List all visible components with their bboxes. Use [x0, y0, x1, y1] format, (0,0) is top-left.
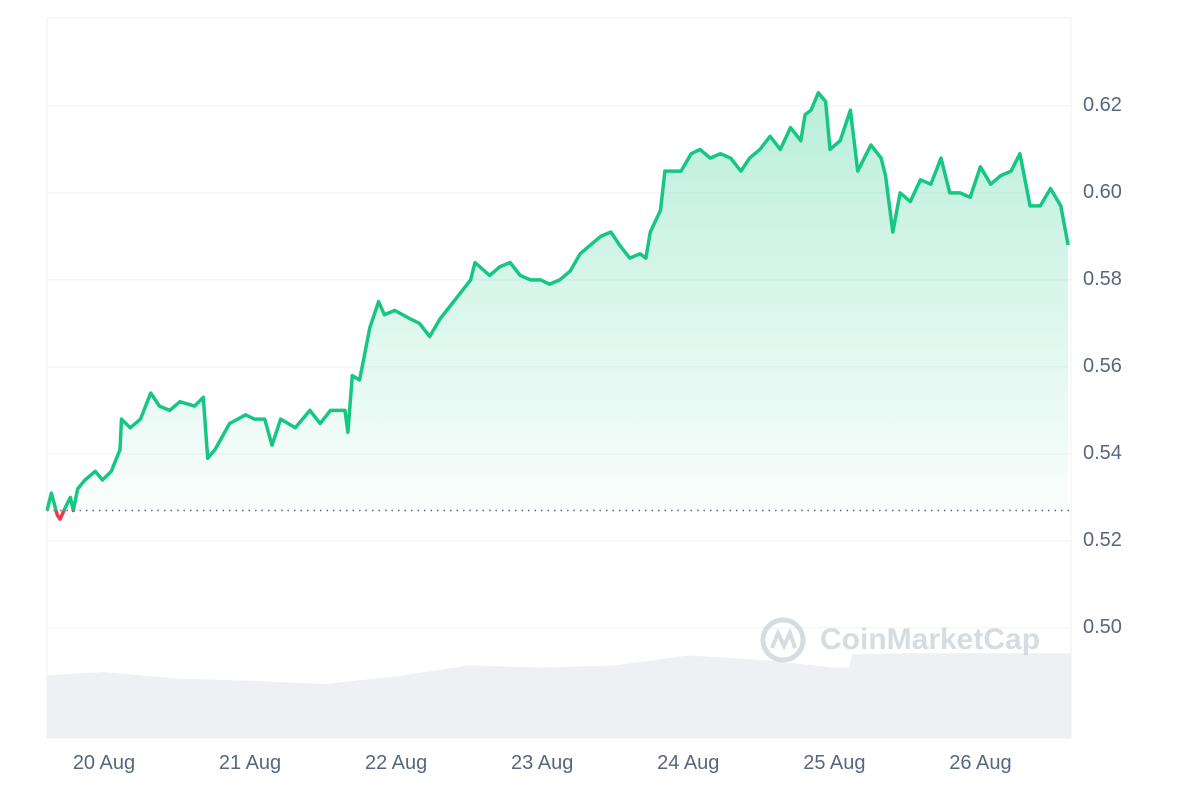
x-tick-label: 22 Aug	[365, 752, 427, 774]
y-tick-label: 0.54	[1083, 442, 1122, 464]
x-tick-label: 23 Aug	[511, 752, 573, 774]
y-tick-label: 0.58	[1083, 268, 1122, 290]
y-tick-label: 0.62	[1083, 94, 1122, 116]
y-tick-label: 0.56	[1083, 355, 1122, 377]
x-tick-label: 25 Aug	[803, 752, 865, 774]
x-tick-label: 24 Aug	[657, 752, 719, 774]
watermark: CoinMarketCap	[760, 617, 1040, 663]
watermark-text: CoinMarketCap	[820, 623, 1040, 656]
x-tick-label: 20 Aug	[73, 752, 135, 774]
y-tick-label: 0.60	[1083, 181, 1122, 203]
volume-area	[47, 653, 1071, 738]
price-area	[47, 92, 1069, 520]
price-line	[45, 91, 1070, 521]
y-tick-label: 0.50	[1083, 616, 1122, 638]
x-tick-label: 21 Aug	[219, 752, 281, 774]
y-tick-label: 0.52	[1083, 529, 1122, 551]
x-tick-label: 26 Aug	[949, 752, 1011, 774]
